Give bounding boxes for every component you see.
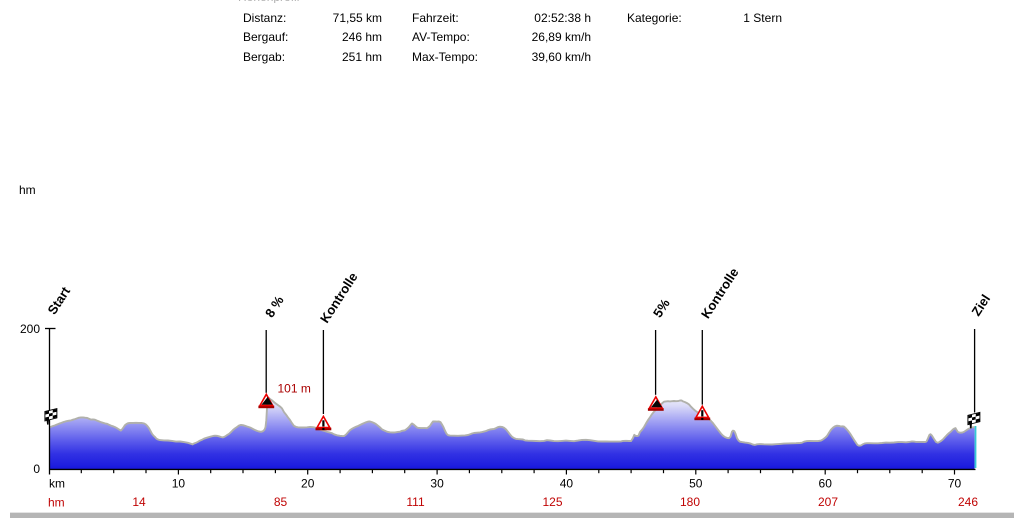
svg-text:Ziel: Ziel	[968, 292, 993, 319]
svg-text:30: 30	[430, 477, 444, 491]
svg-text:20: 20	[301, 477, 315, 491]
svg-text:hm: hm	[48, 496, 65, 510]
svg-text:125: 125	[542, 495, 562, 509]
svg-text:Kontrolle: Kontrolle	[317, 270, 361, 326]
svg-text:200: 200	[20, 322, 40, 336]
svg-text:5%: 5%	[650, 296, 673, 320]
svg-text:101 m: 101 m	[278, 382, 311, 396]
svg-text:10: 10	[172, 477, 186, 491]
svg-text:207: 207	[818, 495, 838, 509]
svg-text:246: 246	[958, 495, 978, 509]
svg-text:111: 111	[406, 495, 425, 509]
svg-text:0: 0	[33, 462, 40, 476]
svg-text:8 %: 8 %	[262, 293, 287, 320]
svg-text:85: 85	[274, 495, 288, 509]
svg-text:Kontrolle: Kontrolle	[698, 265, 742, 321]
svg-text:km: km	[49, 477, 65, 491]
svg-text:70: 70	[948, 477, 962, 491]
svg-text:Start: Start	[44, 284, 73, 318]
svg-text:50: 50	[689, 477, 703, 491]
svg-text:180: 180	[680, 495, 700, 509]
svg-text:60: 60	[819, 477, 833, 491]
svg-text:14: 14	[132, 495, 146, 509]
svg-text:40: 40	[560, 477, 574, 491]
